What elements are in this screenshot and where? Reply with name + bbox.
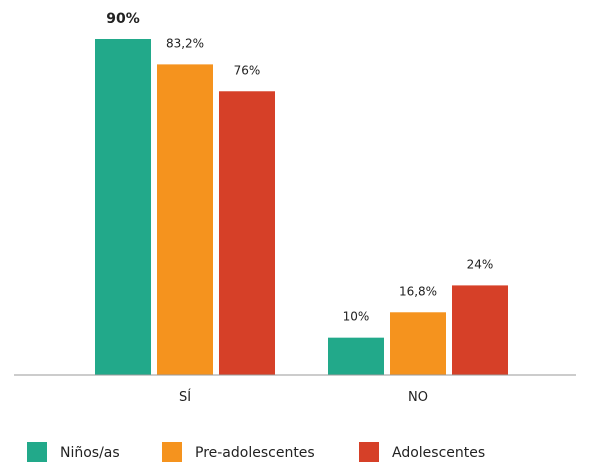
- legend: Niños/as Pre-adolescentes Adolescentes: [27, 442, 485, 462]
- category-label-si: SÍ: [179, 389, 191, 405]
- bars-layer: [95, 39, 508, 376]
- bar-si-adolescentes: [219, 91, 275, 376]
- value-label-si-adolescentes: 76%: [234, 63, 261, 77]
- value-label-si-pre-adolescentes: 83,2%: [166, 36, 204, 50]
- legend-swatch-ninos-as: [27, 442, 47, 462]
- bar-no-ninos-as: [328, 337, 384, 375]
- category-labels-layer: SÍ NO: [179, 389, 428, 405]
- value-label-si-ninos-as: 90%: [106, 11, 140, 27]
- legend-label-pre-adolescentes: Pre-adolescentes: [195, 445, 315, 461]
- value-label-no-pre-adolescentes: 16,8%: [399, 284, 437, 298]
- value-label-no-adolescentes: 24%: [467, 257, 494, 271]
- bar-no-adolescentes: [452, 285, 508, 375]
- value-label-no-ninos-as: 10%: [343, 310, 370, 324]
- category-label-no: NO: [408, 390, 428, 405]
- bar-si-pre-adolescentes: [157, 64, 213, 376]
- value-labels-layer: 90% 83,2% 76% 10% 16,8% 24%: [106, 11, 493, 324]
- legend-swatch-adolescentes: [359, 442, 379, 462]
- legend-label-ninos-as: Niños/as: [60, 445, 120, 461]
- bar-si-ninos-as: [95, 39, 151, 375]
- legend-swatch-pre-adolescentes: [162, 442, 182, 462]
- legend-label-adolescentes: Adolescentes: [392, 445, 485, 461]
- bar-no-pre-adolescentes: [390, 312, 446, 375]
